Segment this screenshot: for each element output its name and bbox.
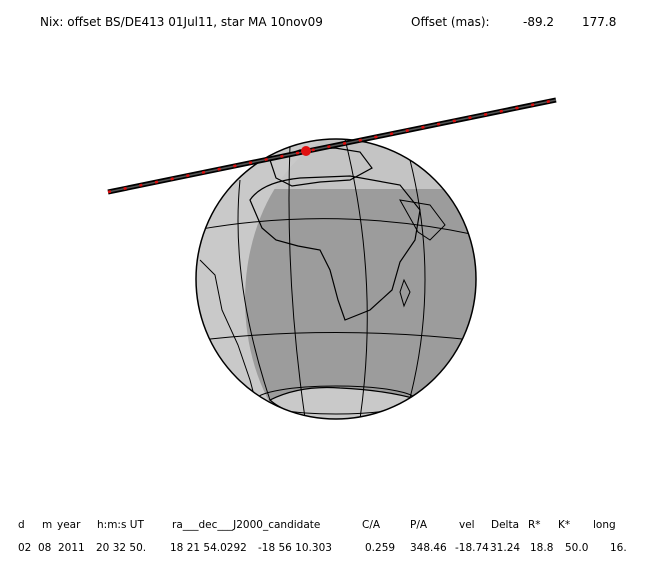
occultation-track: [107, 97, 557, 195]
column-header: C/A: [362, 519, 381, 531]
cell: 0.259: [365, 542, 395, 554]
column-header: P/A: [410, 519, 428, 531]
cell: 50.0: [565, 542, 588, 554]
cell: 02: [18, 542, 31, 554]
cell: 20 32 50.: [96, 542, 146, 554]
cell: 18 21 54.0292: [170, 542, 247, 554]
column-header: ra___dec___J2000_candidate: [172, 519, 320, 531]
column-header: year: [57, 519, 81, 531]
column-header: R*: [528, 519, 541, 531]
offset-value: 177.8: [582, 15, 616, 29]
cell: 2011: [58, 542, 85, 554]
cell: -18.74: [455, 542, 489, 554]
cell: 18.8: [530, 542, 553, 554]
column-header: d: [18, 519, 25, 531]
title: Nix: offset BS/DE413 01Jul11, star MA 10…: [40, 15, 323, 29]
column-header: long: [593, 519, 616, 531]
offset-value: -89.2: [523, 15, 554, 29]
cell: 08: [38, 542, 51, 554]
globe: [195, 138, 477, 420]
data-table: d m year h:m:s UT ra___dec___J2000_candidate…: [18, 519, 627, 554]
column-header: h:m:s UT: [97, 519, 144, 531]
cell: 31.24: [490, 542, 520, 554]
cell: -18 56 10.303: [258, 542, 332, 554]
column-header: vel: [459, 519, 475, 531]
column-header: m: [42, 519, 52, 531]
cell: 348.46: [410, 542, 447, 554]
offset-label: Offset (mas):: [411, 15, 490, 29]
column-header: Delta: [491, 519, 519, 531]
cell: 16.: [610, 542, 627, 554]
column-header: K*: [558, 519, 570, 531]
